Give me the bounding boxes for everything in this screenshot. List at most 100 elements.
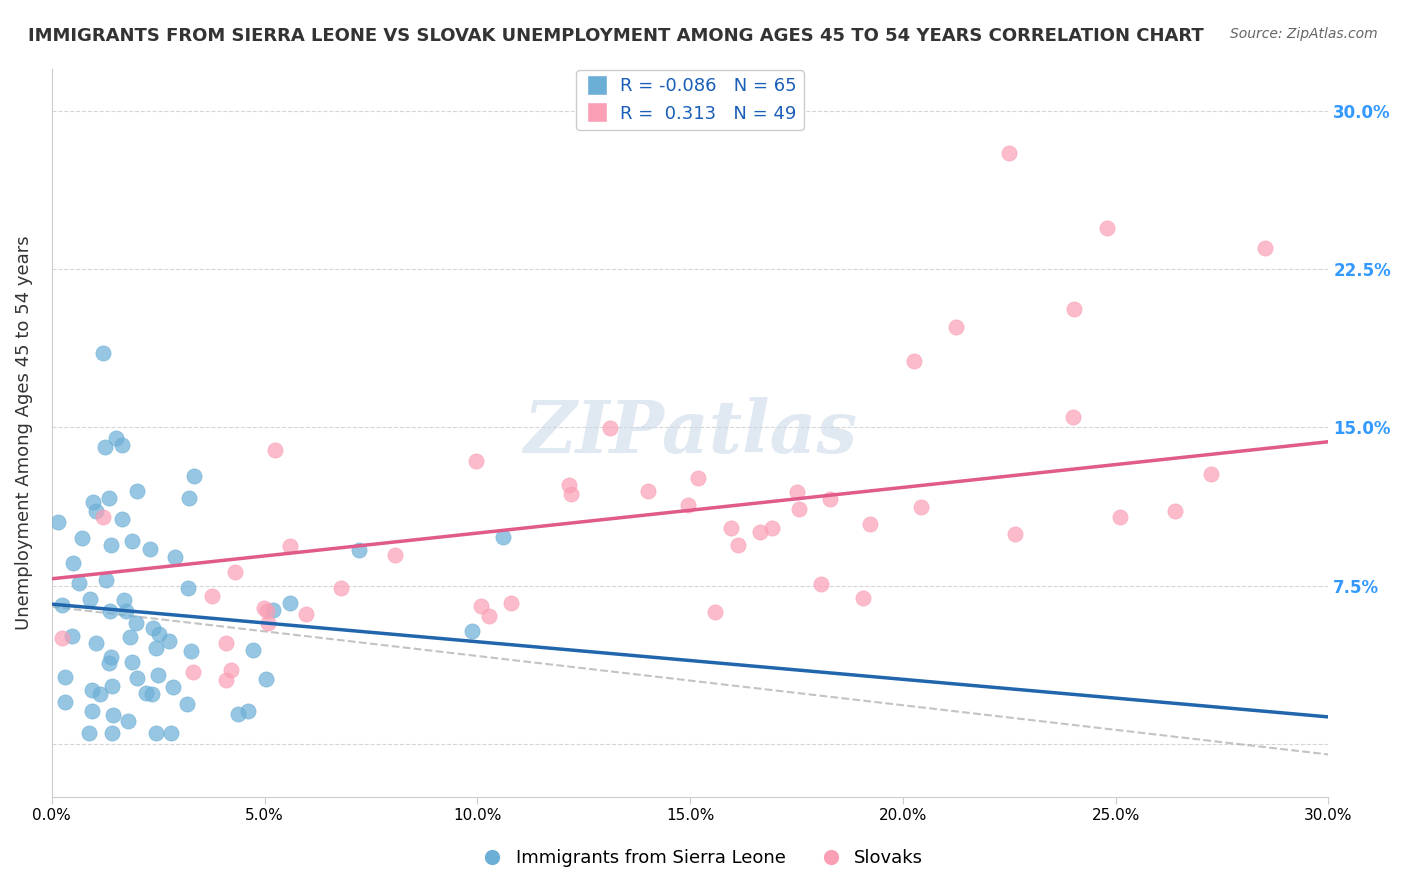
Point [124, 615, 146, 630]
Point [82, 704, 104, 718]
Point [79, 592, 101, 607]
Point [1163, 504, 1185, 518]
Point [295, 607, 318, 621]
Point [1004, 527, 1026, 541]
Point [256, 615, 278, 630]
Point [145, 641, 167, 656]
Point [786, 485, 808, 500]
Point [139, 542, 162, 557]
Point [86, 636, 108, 650]
Y-axis label: Unemployment Among Ages 45 to 54 years: Unemployment Among Ages 45 to 54 years [15, 235, 32, 630]
Point [100, 538, 122, 552]
Point [98, 491, 121, 506]
Point [219, 664, 242, 678]
Point [491, 531, 513, 545]
Point [98, 604, 121, 618]
Point [1063, 302, 1085, 317]
Point [384, 549, 406, 563]
Point [115, 604, 138, 618]
Point [787, 501, 810, 516]
Point [91, 510, 114, 524]
Legend: Immigrants from Sierra Leone, Slovaks: Immigrants from Sierra Leone, Slovaks [475, 842, 931, 874]
Point [62, 556, 84, 570]
Point [215, 636, 238, 650]
Point [637, 483, 659, 498]
Point [82, 494, 104, 508]
Point [560, 486, 582, 500]
Point [461, 624, 484, 639]
Point [253, 601, 276, 615]
Point [945, 319, 967, 334]
Point [94, 573, 117, 587]
Point [121, 655, 143, 669]
Point [60, 629, 83, 643]
Point [162, 681, 184, 695]
Point [558, 477, 581, 491]
Point [727, 538, 749, 552]
Point [201, 589, 224, 603]
Point [347, 542, 370, 557]
Point [46, 515, 69, 529]
Point [499, 596, 522, 610]
Point [330, 581, 353, 595]
Point [112, 592, 135, 607]
Point [111, 437, 134, 451]
Point [159, 633, 181, 648]
Point [101, 726, 124, 740]
Point [1062, 409, 1084, 424]
Text: ZIPatlas: ZIPatlas [523, 397, 858, 468]
Point [599, 421, 621, 435]
Point [810, 577, 832, 591]
Point [748, 525, 770, 540]
Point [160, 726, 183, 740]
Point [1201, 467, 1223, 481]
Point [1253, 241, 1275, 255]
Point [110, 512, 132, 526]
Point [55, 670, 77, 684]
Point [180, 644, 202, 658]
Point [163, 549, 186, 564]
Point [125, 483, 148, 498]
Point [263, 442, 285, 457]
Point [86, 504, 108, 518]
Point [176, 698, 198, 712]
Point [121, 534, 143, 549]
Point [100, 650, 122, 665]
Point [478, 608, 501, 623]
Point [183, 469, 205, 483]
Point [278, 540, 301, 554]
Point [146, 668, 169, 682]
Point [278, 596, 301, 610]
Text: Source: ZipAtlas.com: Source: ZipAtlas.com [1230, 27, 1378, 41]
Point [80, 683, 103, 698]
Point [104, 431, 127, 445]
Point [820, 492, 842, 507]
Point [89, 687, 111, 701]
Point [177, 491, 200, 505]
Point [215, 673, 238, 687]
Point [135, 686, 157, 700]
Point [761, 521, 783, 535]
Point [125, 671, 148, 685]
Point [117, 714, 139, 728]
Point [254, 672, 277, 686]
Point [97, 657, 120, 671]
Point [93, 440, 115, 454]
Point [998, 145, 1021, 160]
Point [688, 471, 710, 485]
Point [141, 687, 163, 701]
Point [852, 591, 875, 605]
Point [67, 576, 90, 591]
Point [181, 665, 204, 680]
Point [51, 598, 73, 612]
Point [72, 531, 94, 545]
Point [101, 708, 124, 723]
Point [53, 695, 76, 709]
Point [720, 521, 742, 535]
Point [91, 346, 114, 360]
Point [859, 516, 882, 531]
Point [903, 354, 925, 368]
Point [177, 581, 200, 595]
Point [118, 630, 141, 644]
Point [51, 631, 73, 645]
